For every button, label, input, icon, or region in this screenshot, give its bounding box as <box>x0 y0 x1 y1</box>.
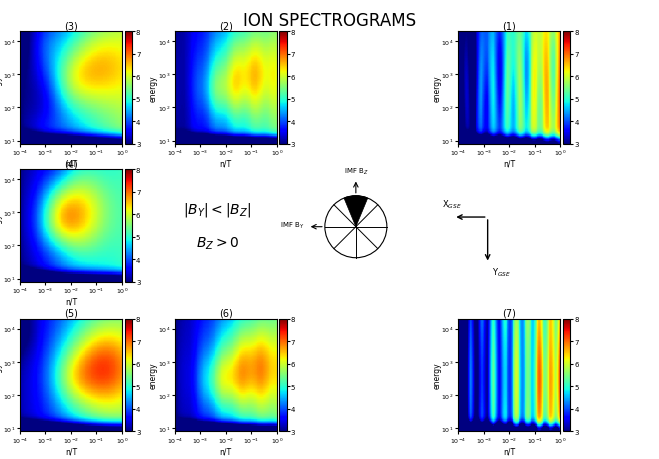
Wedge shape <box>344 196 368 227</box>
X-axis label: n/T: n/T <box>65 159 77 168</box>
Y-axis label: energy: energy <box>0 362 3 388</box>
Title: (7): (7) <box>502 308 516 318</box>
Title: (1): (1) <box>502 22 516 31</box>
Title: (5): (5) <box>64 308 78 318</box>
Y-axis label: energy: energy <box>149 362 158 388</box>
Title: (3): (3) <box>64 22 78 31</box>
Y-axis label: energy: energy <box>149 75 158 101</box>
Text: $|B_Y| < |B_Z|$: $|B_Y| < |B_Z|$ <box>183 200 252 218</box>
Y-axis label: energy: energy <box>0 213 3 239</box>
Text: ION SPECTROGRAMS: ION SPECTROGRAMS <box>243 11 416 29</box>
Y-axis label: energy: energy <box>432 362 442 388</box>
X-axis label: n/T: n/T <box>65 446 77 455</box>
X-axis label: n/T: n/T <box>219 446 232 455</box>
X-axis label: n/T: n/T <box>503 159 515 168</box>
Text: $B_Z > 0$: $B_Z > 0$ <box>196 235 239 251</box>
Text: IMF B$_Y$: IMF B$_Y$ <box>280 221 304 231</box>
Text: Y$_{GSE}$: Y$_{GSE}$ <box>492 266 511 278</box>
Title: (6): (6) <box>219 308 233 318</box>
Text: IMF B$_Z$: IMF B$_Z$ <box>343 166 368 176</box>
Title: (2): (2) <box>219 22 233 31</box>
Y-axis label: energy: energy <box>0 75 3 101</box>
Y-axis label: energy: energy <box>432 75 442 101</box>
X-axis label: n/T: n/T <box>219 159 232 168</box>
Text: X$_{GSE}$: X$_{GSE}$ <box>442 198 462 211</box>
X-axis label: n/T: n/T <box>503 446 515 455</box>
Title: (4): (4) <box>64 159 78 169</box>
X-axis label: n/T: n/T <box>65 297 77 306</box>
